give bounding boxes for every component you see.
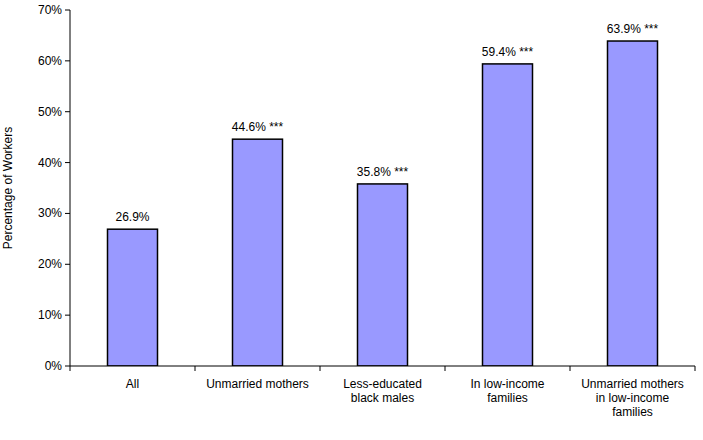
x-tick <box>445 366 446 371</box>
y-tick <box>65 264 70 265</box>
x-axis <box>70 366 695 367</box>
chart-container: 0% 10% 20% 30% 40% 50% 60% 70% All Unmarried moth… <box>0 0 703 440</box>
bar <box>358 184 408 366</box>
y-tick-label: 20% <box>38 257 62 271</box>
x-tick <box>695 366 696 371</box>
x-tick <box>570 366 571 371</box>
y-tick-label: 30% <box>38 206 62 220</box>
y-tick-label: 40% <box>38 156 62 170</box>
bar <box>483 64 533 366</box>
x-tick-label: Unmarried mothers <box>206 377 309 391</box>
x-tick <box>195 366 196 371</box>
chart: 0% 10% 20% 30% 40% 50% 60% 70% All Unmarried moth… <box>0 0 703 440</box>
bars <box>108 41 658 366</box>
y-tick <box>65 60 70 61</box>
y-tick-label: 70% <box>38 3 62 17</box>
data-label: 63.9% *** <box>607 22 659 36</box>
bar <box>108 229 158 366</box>
y-tick-label: 60% <box>38 54 62 68</box>
y-tick-label: 0% <box>45 359 63 373</box>
y-axis-title: Percentage of Workers <box>1 127 15 250</box>
x-tick <box>320 366 321 371</box>
y-tick <box>65 366 70 367</box>
y-tick <box>65 111 70 112</box>
x-tick <box>70 366 71 371</box>
x-tick-label: All <box>126 377 139 391</box>
x-tick-label: In low-incomefamilies <box>470 377 544 405</box>
y-tick-label: 10% <box>38 308 62 322</box>
data-label: 59.4% *** <box>482 45 534 59</box>
y-tick <box>65 162 70 163</box>
y-tick <box>65 213 70 214</box>
y-tick <box>65 315 70 316</box>
bar <box>233 139 283 366</box>
y-tick <box>65 10 70 11</box>
x-tick-label: Less-educatedblack males <box>343 377 422 405</box>
data-label: 26.9% <box>115 210 149 224</box>
x-tick-label: Unmarried mothersin low-incomefamilies <box>581 377 684 419</box>
y-axis <box>70 10 71 366</box>
bar <box>608 41 658 366</box>
data-label: 35.8% *** <box>357 165 409 179</box>
data-label: 44.6% *** <box>232 120 284 134</box>
y-tick-label: 50% <box>38 105 62 119</box>
